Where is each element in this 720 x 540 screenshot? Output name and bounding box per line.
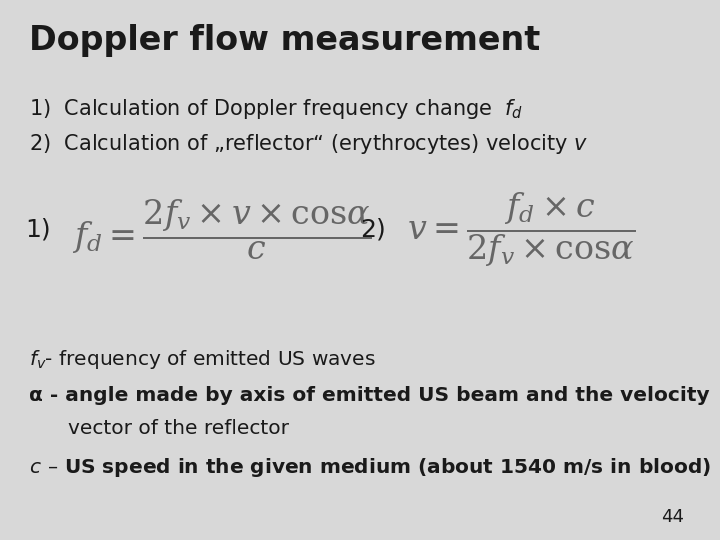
Text: 1)  Calculation of Doppler frequency change  $f_d$: 1) Calculation of Doppler frequency chan… [29,97,523,121]
Text: vector of the reflector: vector of the reflector [68,418,289,437]
Text: Doppler flow measurement: Doppler flow measurement [29,24,540,57]
Text: 1): 1) [25,218,51,241]
Text: $f_d = \dfrac{2f_v \times v \times \cos\!\alpha}{c}$: $f_d = \dfrac{2f_v \times v \times \cos\… [72,197,371,262]
Text: 2)  Calculation of „reflector“ (erythrocytes) velocity $v$: 2) Calculation of „reflector“ (erythrocy… [29,132,588,156]
Text: 44: 44 [661,509,684,526]
Text: $v = \dfrac{f_d \times c}{2f_v \times \cos\!\alpha}$: $v = \dfrac{f_d \times c}{2f_v \times \c… [407,190,635,269]
Text: α - angle made by axis of emitted US beam and the velocity: α - angle made by axis of emitted US bea… [29,386,709,405]
Text: 2): 2) [360,218,386,241]
Text: $c$ – US speed in the given medium (about 1540 m/s in blood): $c$ – US speed in the given medium (abou… [29,456,711,480]
Text: $f_v$- frequency of emitted US waves: $f_v$- frequency of emitted US waves [29,348,375,372]
